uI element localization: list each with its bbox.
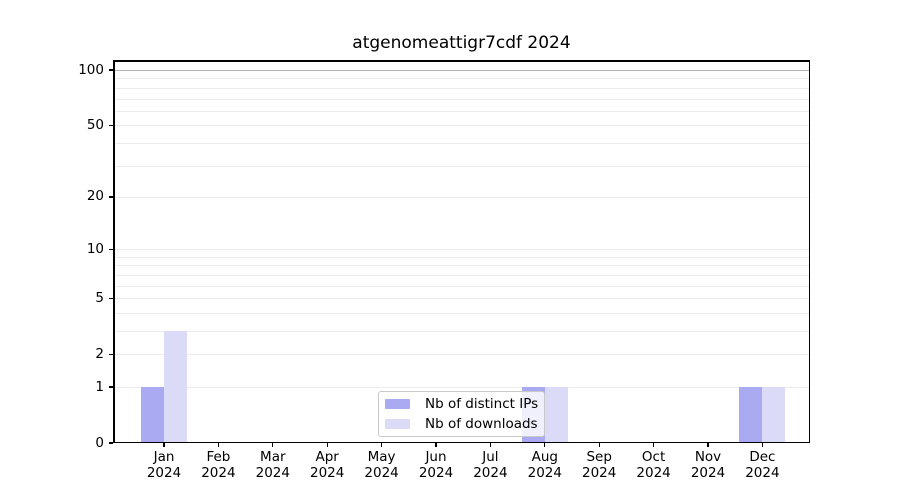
axis-spine-left (113, 60, 115, 443)
x-tick-mark (489, 443, 492, 447)
x-tick-mark (761, 443, 764, 447)
bar-downloads-dec (762, 387, 786, 443)
gridline (113, 249, 810, 251)
y-tick-mark (109, 297, 113, 299)
x-tick-mark (707, 443, 709, 447)
gridline (113, 312, 810, 314)
y-tick-mark (109, 353, 113, 355)
bar-distinct-ips-jan (141, 387, 164, 443)
y-tick-label: 5 (95, 289, 104, 306)
y-tick-label: 10 (86, 240, 104, 257)
y-tick-label: 100 (78, 61, 104, 78)
x-tick-label-oct: Oct 2024 (636, 449, 671, 481)
x-tick-mark (653, 443, 655, 447)
y-tick-mark (109, 442, 113, 444)
axis-spine-top (113, 60, 810, 62)
gridline (113, 78, 810, 80)
gridline (113, 354, 810, 356)
y-tick-label: 50 (86, 116, 104, 133)
x-tick-mark (544, 443, 546, 447)
gridline (113, 298, 810, 300)
axis-spine-bottom (113, 441, 810, 443)
y-tick-mark (109, 196, 113, 198)
legend-label-distinct-ips: Nb of distinct IPs (425, 396, 539, 412)
gridline (113, 274, 810, 276)
legend-item-distinct-ips: Nb of distinct IPs (385, 396, 544, 412)
gridline (113, 110, 810, 112)
bar-downloads-aug (544, 387, 568, 443)
gridline (113, 256, 810, 258)
x-tick-mark (598, 443, 600, 447)
x-tick-mark (272, 443, 274, 447)
legend: Nb of distinct IPs Nb of downloads (378, 391, 545, 437)
gridline (113, 331, 810, 332)
x-tick-mark (381, 443, 383, 447)
legend-label-downloads: Nb of downloads (425, 416, 538, 432)
gridline (113, 285, 810, 287)
gridline (113, 196, 810, 198)
gridline (113, 70, 810, 71)
y-tick-mark (109, 124, 113, 126)
bar-downloads-jan (164, 331, 187, 443)
plot-area (113, 60, 810, 443)
x-tick-label-nov: Nov 2024 (690, 449, 726, 481)
x-tick-mark (217, 443, 220, 447)
y-tick-mark (109, 69, 113, 71)
x-tick-label-apr: Apr 2024 (310, 449, 345, 481)
gridline (113, 125, 810, 127)
x-tick-label-aug: Aug 2024 (527, 449, 562, 481)
y-tick-label: 2 (95, 345, 104, 362)
x-tick-label-jul: Jul 2024 (473, 449, 508, 481)
x-tick-mark (326, 443, 328, 447)
axis-spine-right (808, 60, 810, 443)
x-tick-label-sep: Sep 2024 (582, 449, 617, 481)
y-tick-mark (109, 386, 113, 388)
chart-title: atgenomeattigr7cdf 2024 (352, 33, 571, 53)
legend-swatch-distinct-ips (385, 399, 410, 409)
y-tick-label: 20 (86, 188, 104, 205)
x-tick-label-feb: Feb 2024 (201, 449, 236, 481)
y-tick-label: 0 (95, 434, 104, 451)
x-tick-label-may: May 2024 (364, 449, 399, 481)
x-tick-label-jan: Jan 2024 (146, 449, 182, 481)
gridline (113, 265, 810, 267)
y-tick-label: 1 (95, 378, 104, 395)
x-tick-label-dec: Dec 2024 (745, 449, 780, 481)
bar-distinct-ips-dec (739, 387, 763, 443)
x-tick-mark (435, 443, 437, 447)
legend-swatch-downloads (385, 419, 410, 429)
gridline (113, 165, 810, 167)
x-tick-label-mar: Mar 2024 (255, 449, 290, 481)
y-tick-mark (109, 248, 113, 250)
gridline (113, 87, 810, 89)
gridline (113, 98, 810, 100)
gridline (113, 142, 810, 144)
x-tick-mark (163, 443, 165, 447)
gridline (113, 387, 810, 388)
legend-item-downloads: Nb of downloads (385, 416, 544, 432)
x-tick-label-jun: Jun 2024 (418, 449, 454, 481)
